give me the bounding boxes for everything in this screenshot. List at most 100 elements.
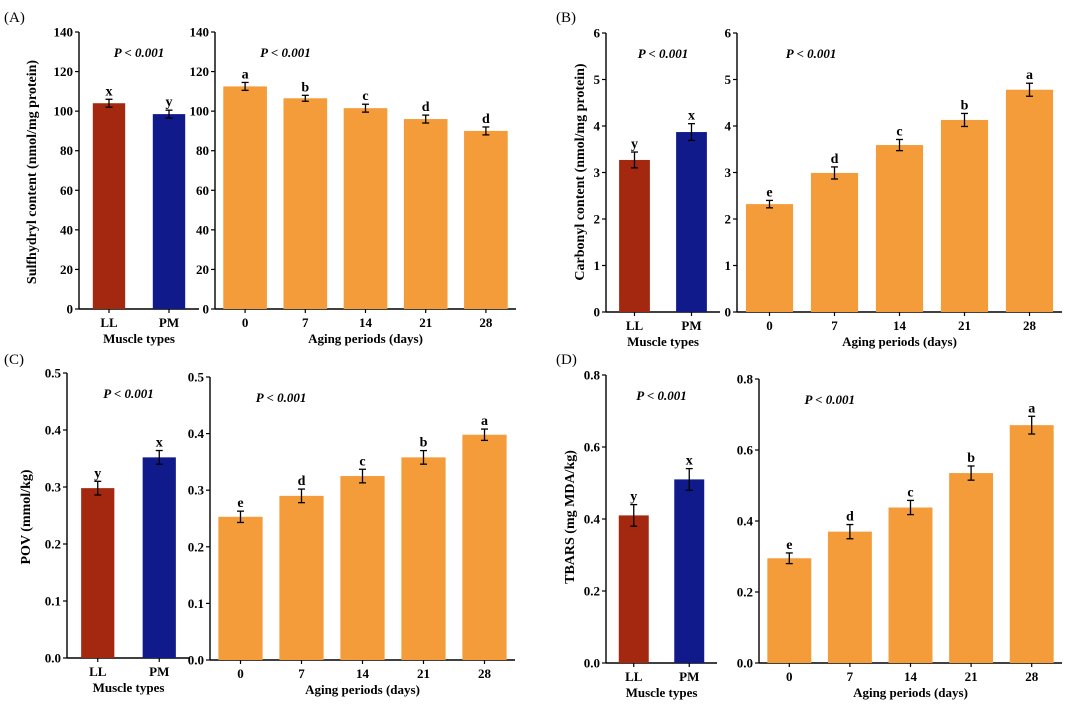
x-tick-label: 14 xyxy=(356,666,370,681)
bar-14 xyxy=(875,145,924,312)
aging-periods-subplot: 0 20 40 60 80 100 120 140 a 0 b 7 c 14 d 21 d 28 Aging per… xyxy=(190,25,516,346)
x-axis-label: Muscle types xyxy=(93,680,165,695)
significance-letter: b xyxy=(967,451,975,466)
y-tick-label: 120 xyxy=(190,64,210,79)
y-tick-label: 60 xyxy=(196,183,209,198)
x-axis-label: Aging periods (days) xyxy=(842,334,957,349)
p-value-annotation: P < 0.001 xyxy=(260,45,311,60)
x-axis-label: Muscle types xyxy=(103,331,175,346)
x-tick-label: 28 xyxy=(1023,318,1037,333)
x-tick-label: LL xyxy=(625,669,643,684)
bar-0 xyxy=(218,516,263,660)
significance-letter: a xyxy=(1026,68,1033,83)
y-axis-label: POV (mmol/kg) xyxy=(19,469,34,564)
significance-letter: b xyxy=(301,80,309,95)
y-tick-label: 0.6 xyxy=(737,443,754,458)
y-tick-label: 0.2 xyxy=(737,585,753,600)
significance-letter: e xyxy=(766,185,772,200)
p-value-annotation: P < 0.001 xyxy=(114,45,165,60)
significance-letter: c xyxy=(359,454,365,469)
bar-LL xyxy=(619,159,650,312)
bar-28 xyxy=(464,130,508,309)
significance-letter: x xyxy=(106,84,113,99)
y-tick-label: 40 xyxy=(196,222,209,237)
x-tick-label: 21 xyxy=(965,669,978,684)
x-axis-label: Aging periods (days) xyxy=(308,331,423,346)
x-tick-label: LL xyxy=(100,315,118,330)
p-value-annotation: P < 0.001 xyxy=(256,390,307,405)
bar-0 xyxy=(767,558,812,663)
bar-21 xyxy=(403,119,448,309)
y-tick-label: 0 xyxy=(203,302,210,317)
y-tick-label: 140 xyxy=(190,25,210,40)
bar-LL xyxy=(618,515,649,663)
y-tick-label: 0.2 xyxy=(45,537,61,552)
y-tick-label: 80 xyxy=(60,143,73,158)
significance-letter: e xyxy=(237,496,243,511)
x-axis-label: Muscle types xyxy=(627,334,699,349)
bar-21 xyxy=(401,457,446,660)
x-tick-label: PM xyxy=(149,664,169,679)
x-tick-label: LL xyxy=(89,664,107,679)
x-tick-label: PM xyxy=(681,318,701,333)
aging-periods-subplot: 0 1 2 3 4 5 6 e 0 d 7 c 14 b 21 a 28 Aging periods (days)… xyxy=(725,26,1062,349)
bar-14 xyxy=(888,507,933,663)
bar-21 xyxy=(940,119,989,312)
y-tick-label: 0.0 xyxy=(45,651,61,666)
significance-letter: d xyxy=(831,152,839,167)
significance-letter: a xyxy=(242,67,249,82)
significance-letter: d xyxy=(422,100,430,115)
y-tick-label: 0.5 xyxy=(188,370,205,385)
aging-periods-subplot: 0.0 0.2 0.4 0.6 0.8 e 0 d 7 c 14 b 21 a 28 Aging period… xyxy=(737,372,1062,700)
bar-7 xyxy=(279,495,324,660)
significance-letter: c xyxy=(362,89,368,104)
bar-28 xyxy=(462,434,507,660)
significance-letter: x xyxy=(686,454,693,469)
y-tick-label: 0.2 xyxy=(188,539,204,554)
y-tick-label: 0.4 xyxy=(584,512,601,527)
x-tick-label: 21 xyxy=(419,315,432,330)
p-value-annotation: P < 0.001 xyxy=(103,386,154,401)
x-tick-label: 14 xyxy=(904,669,918,684)
y-tick-label: 0.8 xyxy=(584,368,601,383)
y-tick-label: 0.1 xyxy=(45,594,61,609)
panel-label: (D) xyxy=(556,352,577,368)
y-tick-label: 6 xyxy=(725,26,732,41)
bar-LL xyxy=(92,103,126,309)
y-tick-label: 120 xyxy=(54,64,74,79)
y-axis-label: Carbonyl content (nmol/mg protein) xyxy=(573,63,588,280)
significance-letter: x xyxy=(688,109,695,124)
bar-7 xyxy=(827,531,872,663)
y-tick-label: 0.2 xyxy=(584,584,600,599)
panel-label: (B) xyxy=(556,10,576,26)
x-tick-label: 28 xyxy=(479,315,493,330)
x-tick-label: 0 xyxy=(242,315,249,330)
y-tick-label: 4 xyxy=(725,119,732,134)
significance-letter: b xyxy=(420,436,428,451)
x-tick-label: 0 xyxy=(766,318,773,333)
x-axis-label: Muscle types xyxy=(626,685,698,700)
y-tick-label: 0 xyxy=(594,305,601,320)
bar-0 xyxy=(745,204,794,312)
y-tick-label: 0.3 xyxy=(45,480,62,495)
bar-21 xyxy=(949,473,994,663)
x-axis-label: Aging periods (days) xyxy=(305,682,420,697)
p-value-annotation: P < 0.001 xyxy=(804,392,855,407)
y-tick-label: 0 xyxy=(725,305,732,320)
x-tick-label: 14 xyxy=(893,318,907,333)
y-tick-label: 0.1 xyxy=(188,596,204,611)
panel-label: (C) xyxy=(4,352,24,368)
x-tick-label: LL xyxy=(626,318,644,333)
significance-letter: a xyxy=(481,414,488,429)
x-tick-label: 7 xyxy=(847,669,854,684)
bar-PM xyxy=(676,132,707,312)
bar-28 xyxy=(1005,89,1054,312)
y-tick-label: 0.6 xyxy=(584,440,601,455)
bar-LL xyxy=(81,488,115,658)
significance-letter: x xyxy=(156,436,163,451)
y-tick-label: 60 xyxy=(60,183,73,198)
